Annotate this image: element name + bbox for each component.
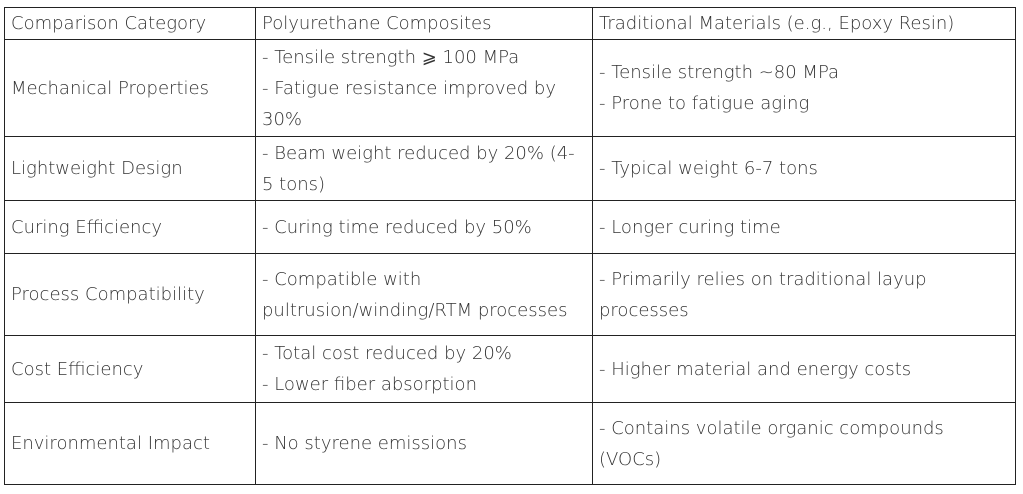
cell-line: - Primarily relies on traditional layup … [599, 268, 927, 321]
header-traditional: Traditional Materials (e.g., Epoxy Resin… [592, 7, 1016, 40]
cell-line: - No styrene emissions [262, 433, 467, 454]
table-row: Curing Efficiency - Curing time reduced … [4, 200, 1016, 254]
row-category: Curing Efficiency [4, 200, 256, 254]
cell-line: - Prone to fatigue aging [599, 93, 810, 114]
header-category: Comparison Category [4, 7, 256, 40]
cell-line: - Lower fiber absorption [262, 374, 477, 395]
cell-line: - Tensile strength ~80 MPa [599, 62, 840, 83]
traditional-cell: - Longer curing time [592, 200, 1016, 254]
row-category: Lightweight Design [4, 136, 256, 201]
table-row: Lightweight Design - Beam weight reduced… [4, 136, 1016, 201]
cell-line: - Fatigue resistance improved by 30% [262, 77, 556, 130]
table-row: Process Compatibility - Compatible with … [4, 253, 1016, 336]
cell-line: - Compatible with pultrusion/winding/RTM… [262, 268, 568, 321]
polyurethane-cell: - No styrene emissions [255, 402, 593, 485]
cell-line: - Contains volatile organic compounds (V… [599, 417, 944, 470]
polyurethane-cell: - Tensile strength ⩾ 100 MPa - Fatigue r… [255, 39, 593, 137]
cell-line: - Longer curing time [599, 216, 781, 238]
row-category: Environmental Impact [4, 402, 256, 485]
table-row: Mechanical Properties - Tensile strength… [4, 39, 1016, 137]
polyurethane-cell: - Curing time reduced by 50% [255, 200, 593, 254]
cell-line: - Beam weight reduced by 20% (4-5 tons) [262, 142, 575, 195]
traditional-cell: - Typical weight 6-7 tons [592, 136, 1016, 201]
header-polyurethane: Polyurethane Composites [255, 7, 593, 40]
cell-line: - Tensile strength ⩾ 100 MPa [262, 46, 520, 68]
table-row: Cost Efficiency - Total cost reduced by … [4, 335, 1016, 403]
table-header-row: Comparison Category Polyurethane Composi… [4, 7, 1016, 40]
polyurethane-cell: - Beam weight reduced by 20% (4-5 tons) [255, 136, 593, 201]
traditional-cell: - Higher material and energy costs [592, 335, 1016, 403]
cell-line: - Total cost reduced by 20% [262, 343, 512, 364]
cell-line: - Curing time reduced by 50% [262, 216, 532, 238]
row-category: Mechanical Properties [4, 39, 256, 137]
polyurethane-cell: - Total cost reduced by 20% - Lower fibe… [255, 335, 593, 403]
traditional-cell: - Primarily relies on traditional layup … [592, 253, 1016, 336]
traditional-cell: - Tensile strength ~80 MPa - Prone to fa… [592, 39, 1016, 137]
cell-line: - Higher material and energy costs [599, 358, 912, 380]
traditional-cell: - Contains volatile organic compounds (V… [592, 402, 1016, 485]
table-row: Environmental Impact - No styrene emissi… [4, 402, 1016, 485]
row-category: Process Compatibility [4, 253, 256, 336]
cell-line: - Typical weight 6-7 tons [599, 158, 818, 179]
polyurethane-cell: - Compatible with pultrusion/winding/RTM… [255, 253, 593, 336]
comparison-table: Comparison Category Polyurethane Composi… [4, 7, 1016, 485]
row-category: Cost Efficiency [4, 335, 256, 403]
